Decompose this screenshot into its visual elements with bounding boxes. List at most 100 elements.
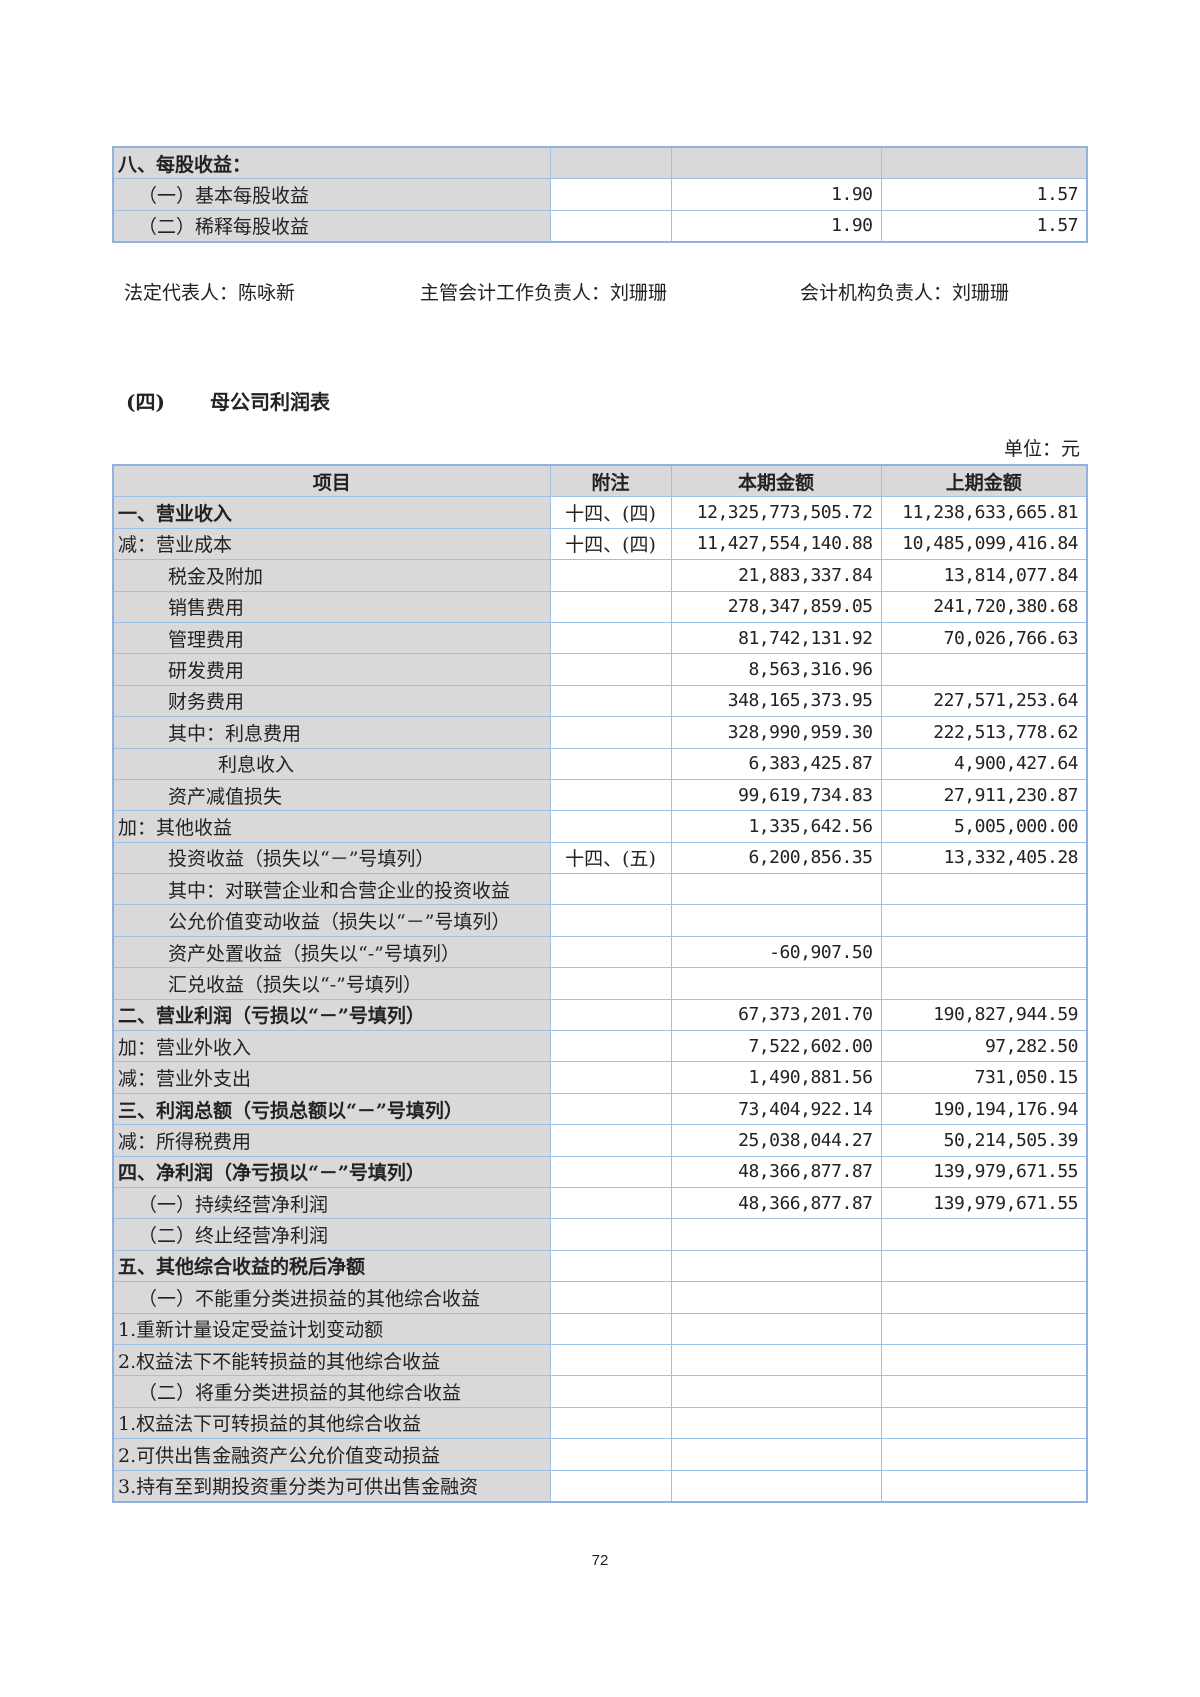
row-current-amount: 12,325,773,505.72 [670,496,882,529]
row-label: 加：其他收益 [112,810,551,843]
row-current-amount: 6,383,425.87 [670,747,882,780]
table-row: 五、其他综合收益的税后净额 [112,1249,1088,1283]
table-row: 投资收益（损失以“－”号填列） 十四、(五) 6,200,856.35 13,332,… [112,841,1088,875]
row-current-amount: 11,427,554,140.88 [670,527,882,561]
table-row: 八、每股收益： [112,146,1088,180]
table-row: （一）不能重分类进损益的其他综合收益 [112,1281,1088,1314]
row-label: 研发费用 [112,653,551,686]
row-note [549,1249,672,1283]
row-previous-amount [880,935,1088,969]
row-note [549,653,672,686]
header-item: 项目 [112,464,551,498]
row-current-amount [670,1218,882,1251]
row-label: 利息收入 [112,747,551,780]
row-previous-amount [880,1375,1088,1408]
row-previous-amount [880,1406,1088,1440]
row-note [549,810,672,843]
row-current-amount [670,967,882,1000]
row-current-amount: 21,883,337.84 [670,559,882,592]
row-previous-amount [880,1343,1088,1377]
eps-table: 八、每股收益： （一）基本每股收益 1.90 1.57 （二）稀释每股收益 1.90 1.5… [112,146,1088,244]
row-label: （一）不能重分类进损益的其他综合收益 [112,1281,551,1314]
table-row: 2.可供出售金融资产公允价值变动损益 [112,1438,1088,1471]
table-row: 1.权益法下可转损益的其他综合收益 [112,1406,1088,1440]
row-label: （一）基本每股收益 [112,178,551,211]
table-row: 减：所得税费用 25,038,044.27 50,214,505.39 [112,1124,1088,1157]
row-previous-amount: 241,720,380.68 [880,590,1088,623]
legal-representative: 法定代表人：陈咏新 [124,282,296,304]
row-note [549,1124,672,1157]
header-previous: 上期金额 [880,464,1088,498]
row-note [549,684,672,718]
table-row: （一）持续经营净利润 48,366,877.87 139,979,671.55 [112,1186,1088,1220]
row-label: 2.权益法下不能转损益的其他综合收益 [112,1343,551,1377]
row-current-amount: 1.90 [670,178,882,211]
row-current-amount [670,1312,882,1345]
row-previous-amount: 4,900,427.64 [880,747,1088,780]
table-row: 其中：利息费用 328,990,959.30 222,513,778.62 [112,716,1088,749]
table-row: 减：营业外支出 1,490,881.56 731,050.15 [112,1061,1088,1094]
row-note [549,1155,672,1188]
table-row: （二）将重分类进损益的其他综合收益 [112,1375,1088,1408]
section-title: 母公司利润表 [210,390,330,414]
row-previous-amount: 97,282.50 [880,1030,1088,1063]
row-current-amount [670,1249,882,1283]
row-current-amount: 99,619,734.83 [670,778,882,812]
row-previous-amount [880,653,1088,686]
row-previous-amount: 731,050.15 [880,1061,1088,1094]
row-label: 管理费用 [112,621,551,655]
row-label: 二、营业利润（亏损以“－”号填列） [112,998,551,1032]
row-previous-amount [880,1249,1088,1283]
row-label: 税金及附加 [112,559,551,592]
row-previous-amount: 139,979,671.55 [880,1155,1088,1188]
row-previous-amount: 10,485,099,416.84 [880,527,1088,561]
row-note [549,209,672,243]
row-previous-amount: 139,979,671.55 [880,1186,1088,1220]
row-previous-amount: 222,513,778.62 [880,716,1088,749]
row-label: 三、利润总额（亏损总额以“－”号填列） [112,1092,551,1126]
row-label: 五、其他综合收益的税后净额 [112,1249,551,1283]
row-current-amount: 1,490,881.56 [670,1061,882,1094]
row-label: 销售费用 [112,590,551,623]
row-note [549,998,672,1032]
row-note [549,716,672,749]
row-note [549,1092,672,1126]
table-row: 2.权益法下不能转损益的其他综合收益 [112,1343,1088,1377]
header-current: 本期金额 [670,464,882,498]
table-row: 利息收入 6,383,425.87 4,900,427.64 [112,747,1088,780]
table-row: 四、净利润（净亏损以“－”号填列） 48,366,877.87 139,979,67… [112,1155,1088,1188]
row-label: 3.持有至到期投资重分类为可供出售金融资 [112,1469,551,1503]
row-current-amount: 278,347,859.05 [670,590,882,623]
row-label: 其中：对联营企业和合营企业的投资收益 [112,873,551,906]
row-current-amount: 1,335,642.56 [670,810,882,843]
row-note [549,747,672,780]
table-row: （一）基本每股收益 1.90 1.57 [112,178,1088,211]
row-previous-amount [880,146,1088,180]
unit-label: 单位：元 [1003,438,1080,460]
row-label: 四、净利润（净亏损以“－”号填列） [112,1155,551,1188]
row-current-amount: 328,990,959.30 [670,716,882,749]
row-note [549,559,672,592]
row-label: 资产处置收益（损失以“-”号填列） [112,935,551,969]
table-row: 3.持有至到期投资重分类为可供出售金融资 [112,1469,1088,1503]
row-label: 1.权益法下可转损益的其他综合收益 [112,1406,551,1440]
row-previous-amount [880,1469,1088,1503]
row-label: 公允价值变动收益（损失以“－”号填列） [112,904,551,937]
row-note [549,1061,672,1094]
accounting-head: 主管会计工作负责人：刘珊珊 [420,282,668,304]
row-previous-amount: 11,238,633,665.81 [880,496,1088,529]
row-previous-amount [880,1312,1088,1345]
row-previous-amount: 227,571,253.64 [880,684,1088,718]
row-previous-amount: 27,911,230.87 [880,778,1088,812]
row-current-amount [670,1281,882,1314]
row-current-amount [670,1343,882,1377]
row-note [549,590,672,623]
table-row: 管理费用 81,742,131.92 70,026,766.63 [112,621,1088,655]
table-row: 二、营业利润（亏损以“－”号填列） 67,373,201.70 190,827,94… [112,998,1088,1032]
table-row: 资产处置收益（损失以“-”号填列） -60,907.50 [112,935,1088,969]
table-row: 汇兑收益（损失以“-”号填列） [112,967,1088,1000]
table-row: 销售费用 278,347,859.05 241,720,380.68 [112,590,1088,623]
row-note [549,146,672,180]
row-current-amount: 6,200,856.35 [670,841,882,875]
row-previous-amount [880,1218,1088,1251]
